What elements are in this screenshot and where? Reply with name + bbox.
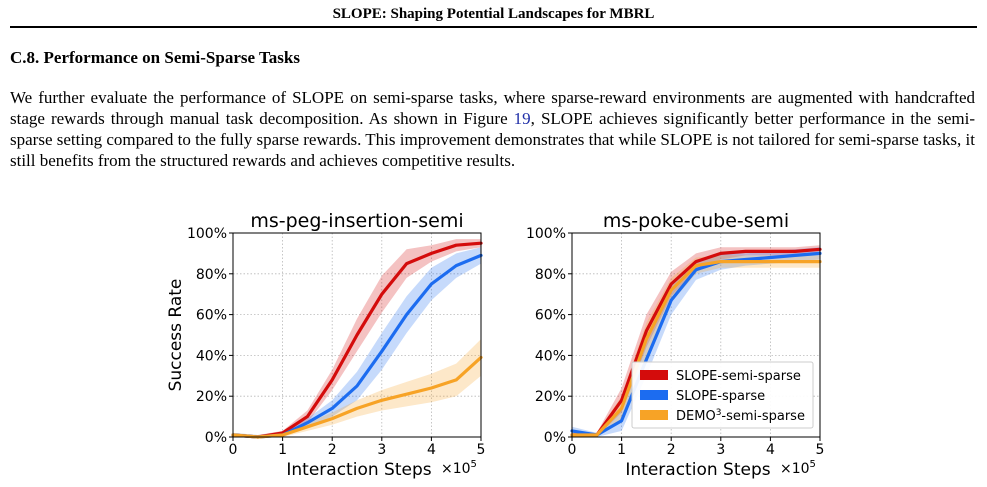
y-tick-label: 100% (187, 226, 227, 242)
x-axis-multiplier-exponent: 5 (471, 459, 477, 470)
y-tick-label: 60% (196, 308, 227, 324)
x-tick-label: 5 (816, 442, 825, 458)
chart-title: ms-poke-cube-semi (603, 210, 789, 232)
y-tick-label: 60% (535, 308, 566, 324)
y-tick-label: 0% (205, 430, 227, 446)
legend-label: SLOPE-semi-sparse (676, 369, 801, 384)
y-tick-label: 80% (535, 267, 566, 283)
plot-frame (232, 232, 482, 438)
x-tick-label: 4 (766, 442, 775, 458)
legend-label-text: SLOPE-semi-sparse (676, 369, 801, 384)
x-axis-label: Interaction Steps (286, 460, 431, 480)
plot-frame (571, 232, 821, 438)
x-tick-label: 1 (278, 442, 287, 458)
y-tick-label: 40% (196, 348, 227, 364)
x-tick-label: 2 (328, 442, 337, 458)
x-tick-label: 0 (568, 442, 577, 458)
legend-label-text: SLOPE-sparse (676, 389, 765, 404)
legend-label: DEMO3-semi-sparse (676, 408, 805, 424)
x-tick-label: 3 (377, 442, 386, 458)
section-paragraph: We further evaluate the performance of S… (10, 87, 975, 171)
x-axis-multiplier: ×105 (441, 459, 477, 477)
x-axis-multiplier: ×105 (780, 459, 816, 477)
header-rule (10, 26, 977, 28)
y-tick-label: 40% (535, 348, 566, 364)
legend-label: SLOPE-sparse (676, 389, 765, 404)
legend-label-text: DEMO (676, 409, 716, 424)
paragraph-text-end: , SLOPE achieves significantly better pe… (10, 109, 975, 170)
legend-label-tail: -semi-sparse (721, 409, 805, 424)
chart-title: ms-peg-insertion-semi (250, 210, 463, 232)
section-title: C.8. Performance on Semi-Sparse Tasks (10, 48, 300, 67)
legend-swatch-red (640, 370, 668, 380)
y-tick-label: 20% (535, 389, 566, 405)
legend-swatch-orange (640, 410, 668, 420)
legend-label-sup: 3 (716, 408, 722, 418)
series-line-sparse (570, 251, 822, 437)
running-header: SLOPE: Shaping Potential Landscapes for … (332, 6, 655, 22)
series-line-demo (231, 355, 483, 439)
figure-ref-link[interactable]: 19 (513, 109, 531, 128)
x-tick-label: 5 (477, 442, 486, 458)
paragraph-text-start: We further evaluate the performance of S… (10, 88, 975, 128)
chart-poke-cube: 0% 20% 40% 60% 80% 100% 0 1 2 3 4 5 ms-poke-cube-sem… (526, 210, 824, 480)
x-axis-label: Interaction Steps (625, 460, 770, 480)
series-band-sparse (233, 247, 481, 437)
x-tick-label: 3 (716, 442, 725, 458)
x-tick-label: 4 (427, 442, 436, 458)
y-tick-label: 20% (196, 389, 227, 405)
x-axis-multiplier-exponent: 5 (810, 459, 816, 470)
y-tick-label: 80% (196, 267, 227, 283)
series-line-demo (570, 260, 822, 437)
y-tick-label: 0% (544, 430, 566, 446)
series-line-semi (570, 247, 822, 437)
x-tick-label: 2 (667, 442, 676, 458)
y-axis-label: Success Rate (166, 279, 186, 392)
y-tick-label: 100% (526, 226, 566, 242)
x-tick-label: 1 (617, 442, 626, 458)
x-tick-label: 0 (229, 442, 238, 458)
legend-swatch-blue (640, 390, 668, 400)
chart-peg-insertion: 0% 20% 40% 60% 80% 100% 0 1 2 3 4 5 ms-peg-insertion… (166, 210, 485, 480)
legend-box (631, 361, 814, 429)
